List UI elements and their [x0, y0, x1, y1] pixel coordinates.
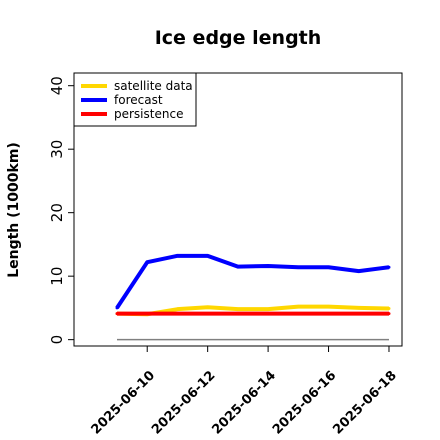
data-point-satellite-data — [206, 305, 210, 309]
data-point-forecast — [357, 269, 361, 273]
data-point-satellite-data — [236, 307, 240, 311]
data-point-persistence — [236, 312, 240, 316]
data-point-forecast — [145, 260, 149, 264]
data-point-satellite-data — [387, 307, 391, 311]
x-tick-label: 2025-06-16 — [270, 368, 339, 437]
data-point-satellite-data — [296, 305, 300, 309]
data-point-persistence — [327, 312, 331, 316]
data-point-persistence — [206, 312, 210, 316]
y-tick-label: 0 — [48, 335, 66, 345]
data-point-persistence — [115, 312, 119, 316]
x-axis: 2025-06-102025-06-122025-06-142025-06-16… — [89, 346, 400, 438]
chart-title: Ice edge length — [155, 27, 322, 49]
data-point-forecast — [115, 306, 119, 310]
x-tick-label: 2025-06-18 — [330, 368, 399, 437]
legend-label: persistence — [114, 107, 183, 121]
data-point-persistence — [296, 312, 300, 316]
data-point-persistence — [266, 312, 270, 316]
legend-label: forecast — [114, 93, 163, 107]
y-tick-label: 10 — [48, 267, 66, 286]
data-point-forecast — [387, 265, 391, 269]
legend-label: satellite data — [114, 79, 193, 93]
x-tick-label: 2025-06-12 — [149, 368, 218, 437]
series-layer — [115, 253, 391, 317]
plot-frame — [73, 72, 403, 347]
x-tick-label: 2025-06-10 — [89, 368, 158, 437]
y-tick-label: 30 — [48, 140, 66, 159]
series-line-forecast — [115, 253, 390, 310]
data-point-forecast — [296, 265, 300, 269]
data-point-persistence — [175, 312, 179, 316]
data-point-satellite-data — [266, 307, 270, 311]
data-point-persistence — [145, 312, 149, 316]
data-point-forecast — [266, 264, 270, 268]
data-point-forecast — [175, 254, 179, 258]
data-point-forecast — [236, 265, 240, 269]
data-point-satellite-data — [327, 305, 331, 309]
data-point-satellite-data — [357, 306, 361, 310]
y-axis: 0 10 20 30 40 — [48, 76, 74, 344]
y-tick-label: 40 — [48, 76, 66, 95]
data-point-forecast — [206, 254, 210, 258]
x-tick-label: 2025-06-14 — [210, 368, 279, 437]
y-tick-label: 20 — [48, 203, 66, 222]
data-point-persistence — [387, 312, 391, 316]
data-point-forecast — [327, 265, 331, 269]
y-axis-label: Length (1000km) — [6, 142, 22, 278]
data-point-persistence — [357, 312, 361, 316]
data-point-satellite-data — [175, 307, 179, 311]
